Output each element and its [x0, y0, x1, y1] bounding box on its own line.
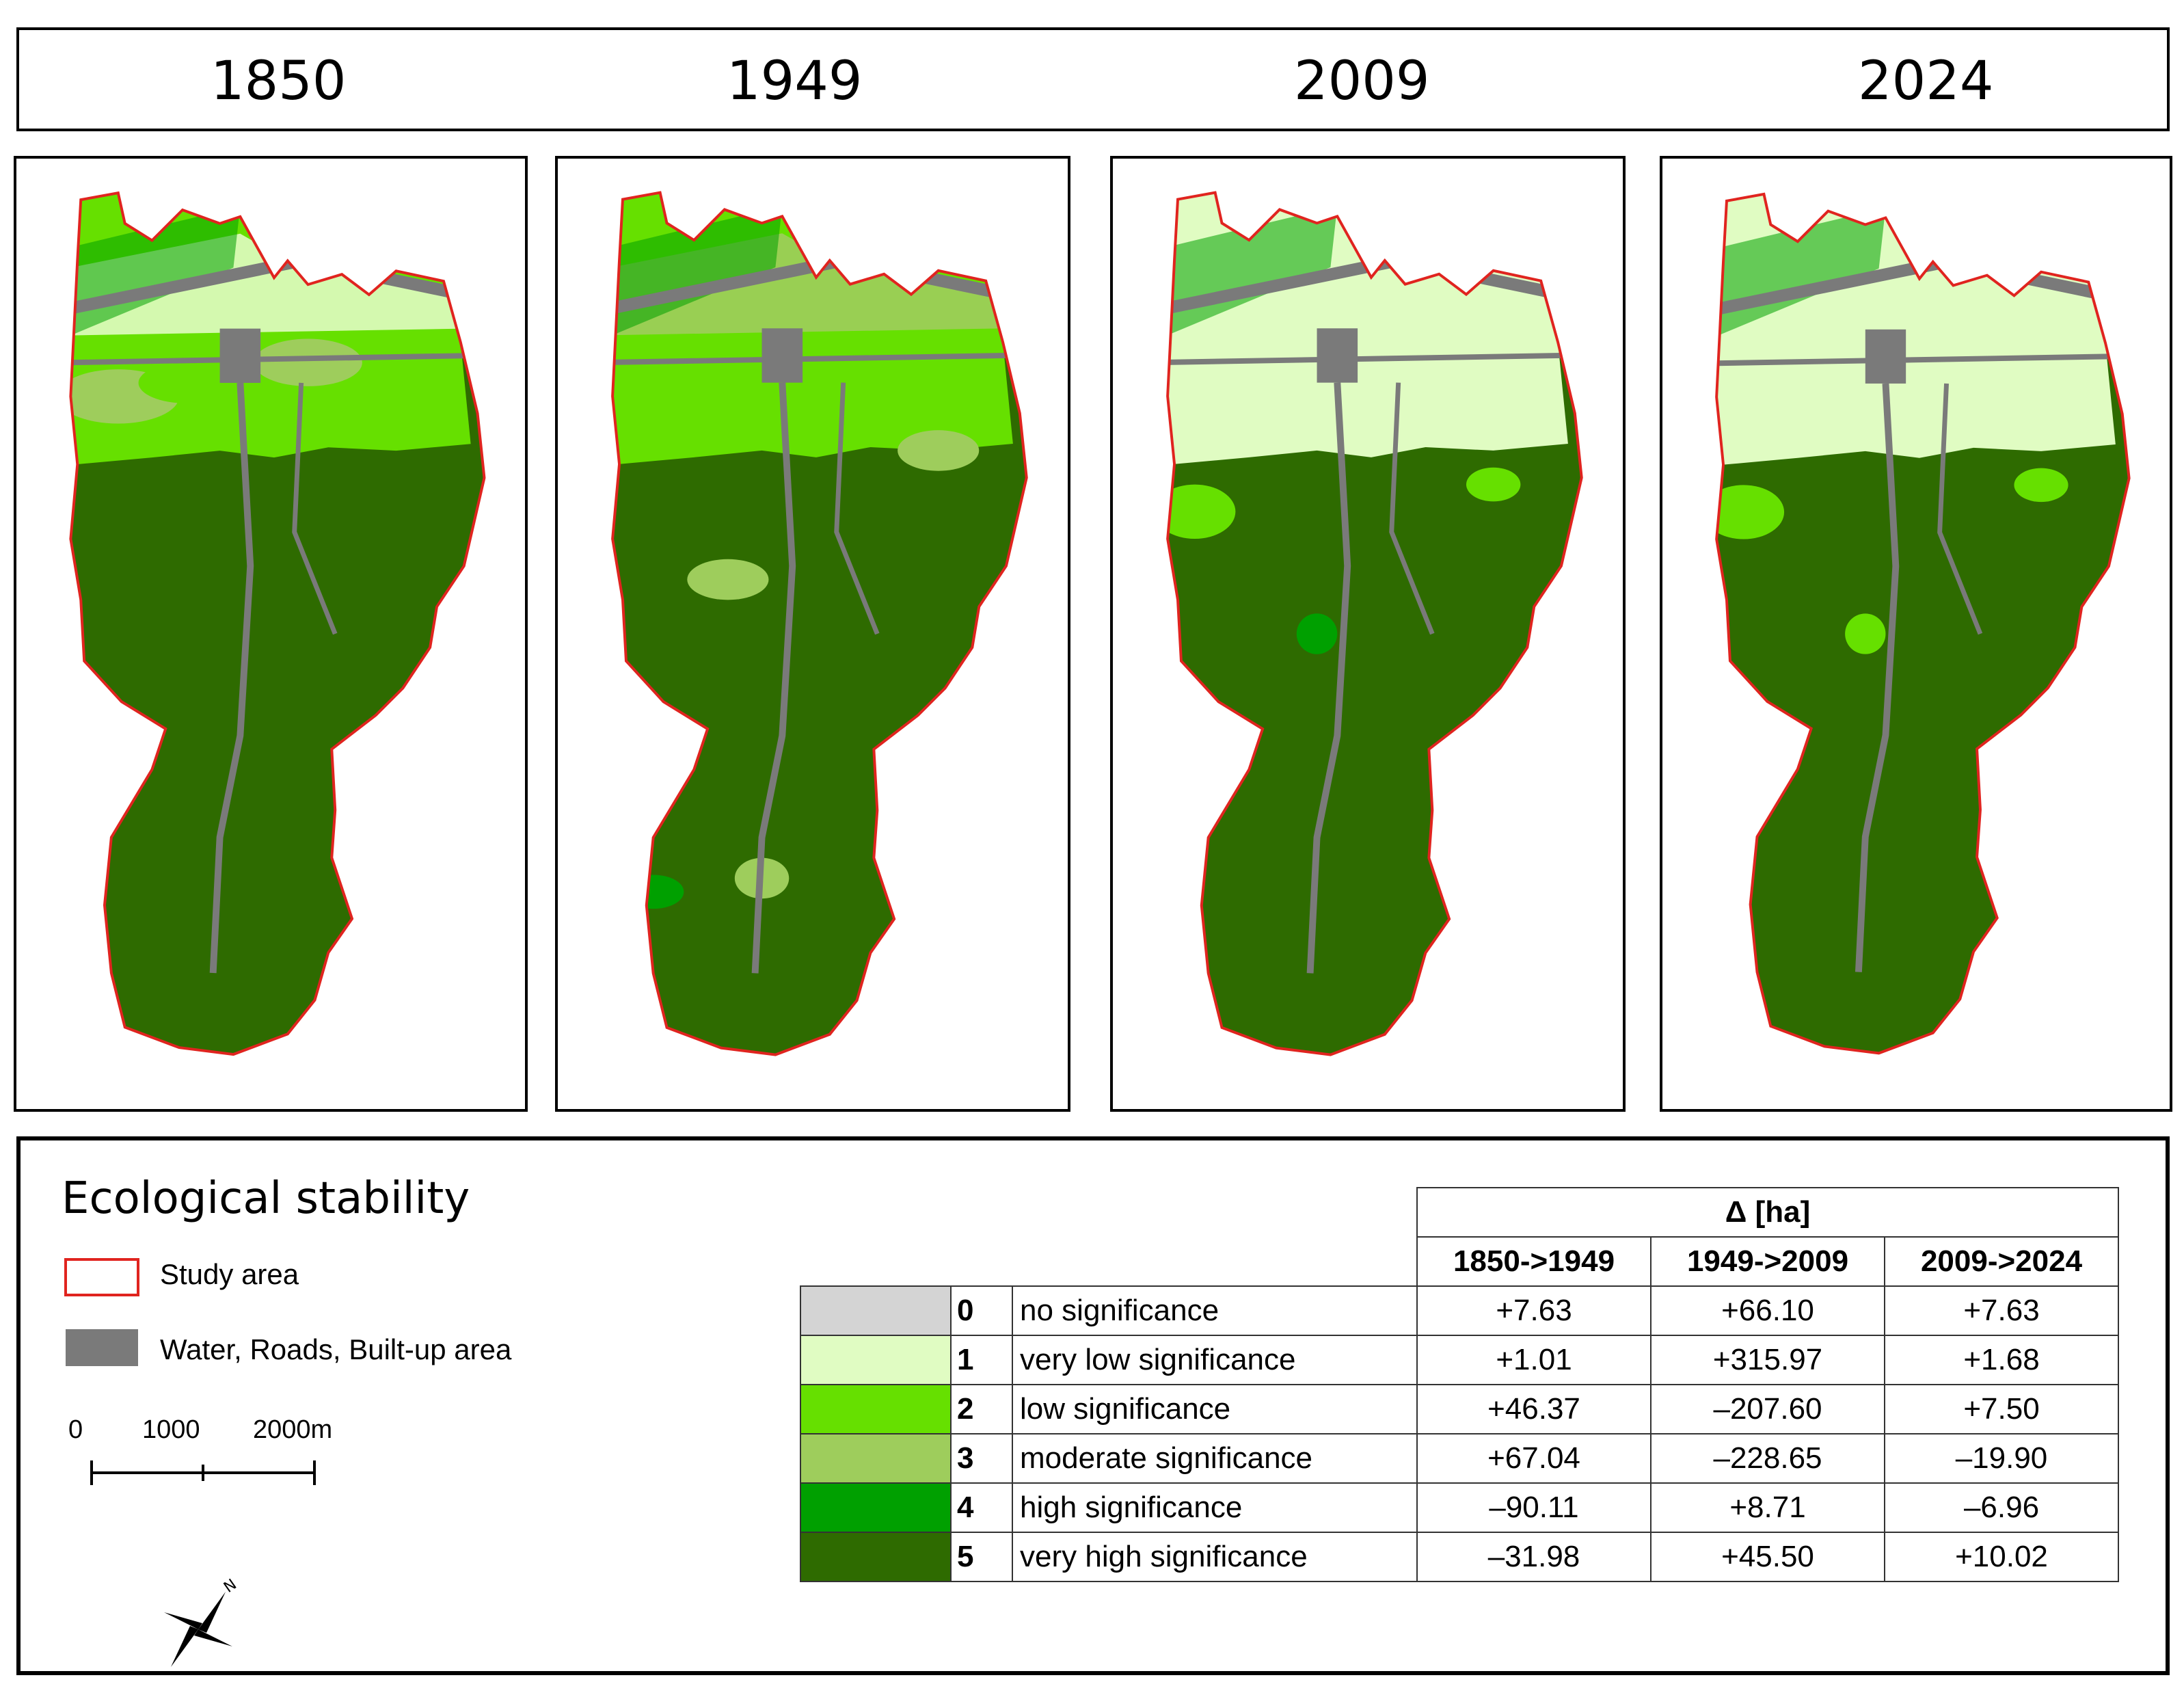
table-row: 4 high significance –90.11 +8.71 –6.96: [800, 1482, 2119, 1533]
delta-value: +7.50: [1884, 1384, 2119, 1434]
scale-label-2000m: 2000m: [253, 1415, 333, 1444]
delta-value: –228.65: [1650, 1433, 1885, 1484]
class-number: 2: [950, 1384, 1013, 1434]
class-name: low significance: [1012, 1384, 1418, 1434]
delta-value: +10.02: [1884, 1532, 2119, 1582]
delta-value: +46.37: [1416, 1384, 1652, 1434]
period-header: 1850->1949: [1416, 1236, 1652, 1287]
period-header: 1949->2009: [1650, 1236, 1885, 1287]
delta-value: +67.04: [1416, 1433, 1652, 1484]
year-label-1850: 1850: [211, 51, 347, 112]
delta-value: +1.68: [1884, 1335, 2119, 1385]
class-name: moderate significance: [1012, 1433, 1418, 1484]
class-number: 1: [950, 1335, 1013, 1385]
map-panel-2009: [1110, 156, 1626, 1112]
delta-value: –90.11: [1416, 1482, 1652, 1533]
legend-box: Ecological stability Study area Water, R…: [16, 1136, 2170, 1675]
class-color-swatch: [800, 1433, 952, 1484]
scale-label-0: 0: [68, 1415, 83, 1444]
delta-value: +66.10: [1650, 1285, 1885, 1336]
study-area-symbol: [64, 1258, 139, 1296]
delta-value: –31.98: [1416, 1532, 1652, 1582]
delta-value: +7.63: [1884, 1285, 2119, 1336]
table-header-delta: Δ [ha]: [1416, 1187, 2119, 1238]
delta-value: +45.50: [1650, 1532, 1885, 1582]
class-number: 5: [950, 1532, 1013, 1582]
built-up-label: Water, Roads, Built-up area: [160, 1333, 512, 1365]
period-header: 2009->2024: [1884, 1236, 2119, 1287]
map-1850: [69, 191, 486, 1056]
delta-value: +8.71: [1650, 1482, 1885, 1533]
north-arrow-icon: N: [164, 1576, 240, 1667]
study-area-label: Study area: [160, 1258, 299, 1290]
table-row: 2 low significance +46.37 –207.60 +7.50: [800, 1384, 2119, 1434]
class-color-swatch: [800, 1335, 952, 1385]
class-name: very high significance: [1012, 1532, 1418, 1582]
scale-label-1000: 1000: [142, 1415, 200, 1444]
class-color-swatch: [800, 1384, 952, 1434]
class-name: very low significance: [1012, 1335, 1418, 1385]
map-2009: [1166, 191, 1583, 1056]
map-panel-1949: [555, 156, 1070, 1112]
legend-title: Ecological stability: [62, 1173, 470, 1224]
table-row: 1 very low significance +1.01 +315.97 +1.68: [800, 1335, 2119, 1385]
class-color-swatch: [800, 1285, 952, 1336]
table-row: 3 moderate significance +67.04 –228.65 –19.9…: [800, 1433, 2119, 1484]
map-2024: [1715, 192, 2131, 1055]
table-row: 0 no significance +7.63 +66.10 +7.63: [800, 1285, 2119, 1336]
stability-change-table: Δ [ha] 1850->1949 1949->2009 2009->2024 …: [800, 1187, 2119, 1582]
delta-value: –19.90: [1884, 1433, 2119, 1484]
delta-value: +1.01: [1416, 1335, 1652, 1385]
class-color-swatch: [800, 1532, 952, 1582]
class-name: no significance: [1012, 1285, 1418, 1336]
class-color-swatch: [800, 1482, 952, 1533]
delta-value: –6.96: [1884, 1482, 2119, 1533]
delta-value: –207.60: [1650, 1384, 1885, 1434]
class-number: 0: [950, 1285, 1013, 1336]
class-number: 3: [950, 1433, 1013, 1484]
built-up-symbol: [66, 1329, 138, 1366]
north-letter: N: [221, 1576, 240, 1597]
scale-bar: [90, 1460, 316, 1485]
delta-value: +315.97: [1650, 1335, 1885, 1385]
year-label-2009: 2009: [1294, 51, 1430, 112]
table-row: 5 very high significance –31.98 +45.50 +10.0…: [800, 1532, 2119, 1582]
map-1949: [611, 191, 1028, 1056]
year-label-1949: 1949: [727, 51, 863, 112]
map-panel-2024: [1660, 156, 2172, 1112]
delta-value: +7.63: [1416, 1285, 1652, 1336]
map-panel-1850: [14, 156, 528, 1112]
year-header-bar: 1850 1949 2009 2024: [16, 27, 2170, 131]
class-name: high significance: [1012, 1482, 1418, 1533]
class-number: 4: [950, 1482, 1013, 1533]
year-label-2024: 2024: [1858, 51, 1994, 112]
